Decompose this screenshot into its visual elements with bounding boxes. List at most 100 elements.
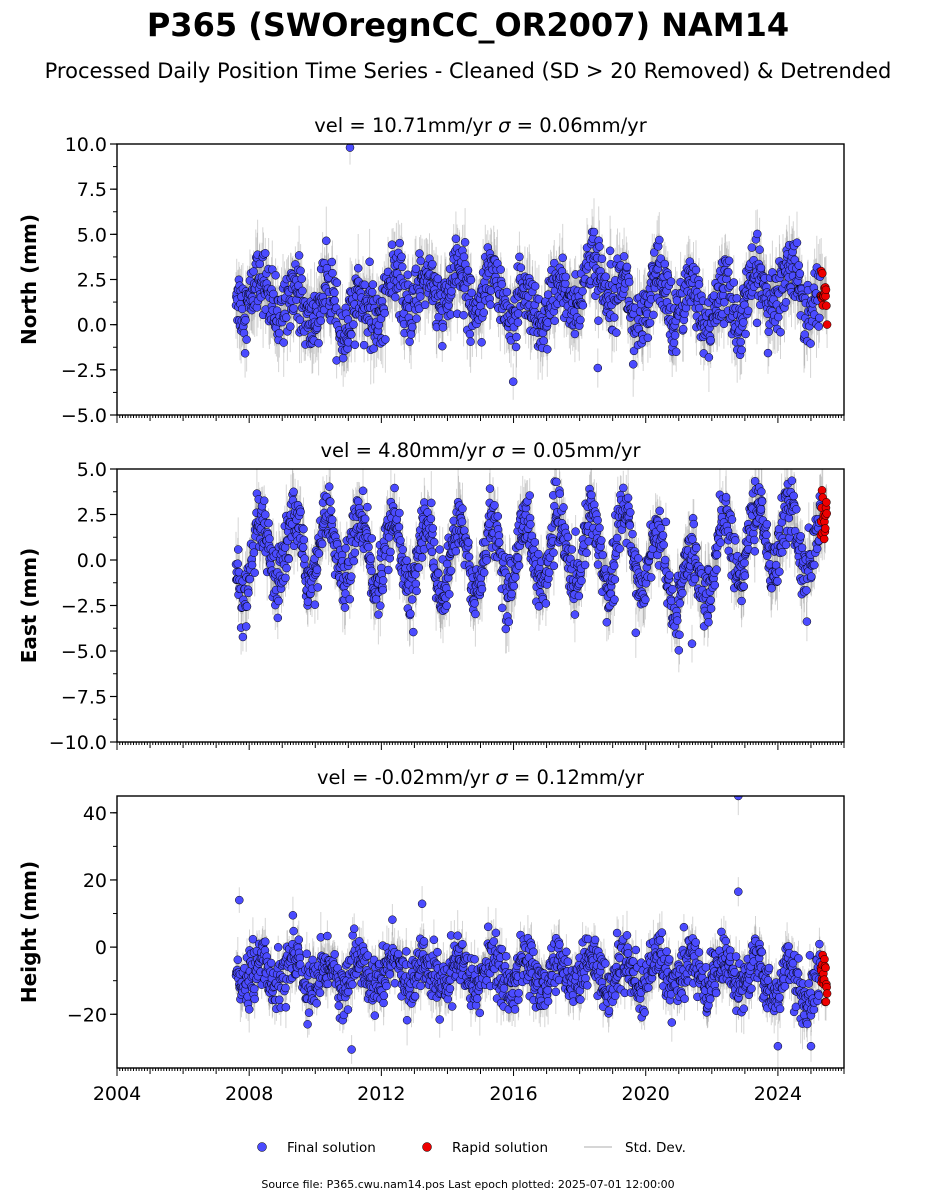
final-point [395, 238, 404, 248]
final-point [704, 353, 714, 362]
final-points [231, 469, 825, 655]
final-point [776, 327, 785, 337]
final-point [405, 337, 414, 346]
final-point [558, 253, 567, 263]
final-point [411, 264, 421, 274]
final-point [289, 487, 298, 497]
final-point [332, 278, 342, 288]
final-point [275, 328, 284, 338]
final-point [237, 304, 247, 314]
final-point [390, 483, 399, 493]
rapid-points [816, 266, 832, 329]
final-point [502, 287, 512, 297]
final-point [460, 238, 470, 247]
final-point [415, 249, 424, 258]
final-point [298, 286, 307, 296]
final-point [729, 278, 739, 287]
final-point [250, 568, 259, 577]
final-point [514, 309, 523, 318]
rapid-point [822, 320, 832, 329]
final-point [378, 576, 388, 585]
final-point [238, 632, 248, 642]
final-point [543, 290, 553, 299]
panel-east: vel = 4.80mm/yr σ = 0.05mm/yr−10.0−7.5−5… [17, 439, 845, 754]
final-point [594, 316, 603, 325]
final-point [814, 322, 823, 331]
final-point [739, 318, 748, 327]
final-point [366, 554, 375, 563]
final-point [479, 308, 489, 317]
final-point [242, 602, 252, 611]
final-point [669, 338, 679, 348]
final-point [299, 535, 309, 545]
final-point [601, 272, 610, 281]
final-point [296, 507, 305, 517]
final-point [815, 313, 824, 323]
final-point [576, 315, 585, 325]
final-point [737, 345, 746, 355]
final-point [353, 263, 363, 273]
final-point [407, 322, 417, 332]
final-point [324, 482, 334, 491]
final-points [231, 144, 825, 386]
final-point [330, 288, 339, 297]
final-point [261, 510, 270, 519]
final-point [363, 502, 372, 512]
rapid-point [822, 301, 831, 310]
final-point [695, 303, 704, 313]
series-group [231, 144, 832, 400]
final-point [416, 292, 425, 301]
final-point [297, 274, 306, 284]
final-point [645, 318, 655, 328]
final-point [622, 262, 632, 272]
final-point [666, 277, 676, 286]
final-point [386, 547, 395, 557]
final-point [792, 238, 802, 247]
final-point [736, 337, 746, 347]
final-point [412, 314, 421, 323]
panel-title: vel = 10.71mm/yr σ = 0.06mm/yr [314, 114, 647, 137]
final-point [428, 259, 437, 269]
final-point [286, 322, 295, 331]
final-point [706, 335, 715, 345]
final-point [241, 622, 251, 631]
final-point [367, 287, 377, 297]
final-point [282, 313, 291, 322]
final-point [284, 554, 294, 564]
final-point [628, 360, 638, 369]
final-point [299, 524, 308, 534]
final-point [396, 536, 405, 545]
y-tick-label: 10.0 [65, 134, 107, 156]
y-tick-label: 7.5 [77, 179, 107, 201]
final-point [438, 341, 447, 351]
final-point [264, 518, 273, 528]
rapid-point [818, 269, 827, 278]
final-point [508, 377, 518, 386]
final-point [605, 246, 615, 256]
final-point [341, 589, 350, 598]
final-point [240, 349, 250, 358]
final-point [806, 339, 815, 348]
final-point [741, 329, 750, 339]
y-tick-label: −2.5 [61, 360, 107, 382]
final-point [350, 548, 360, 557]
final-point [330, 296, 339, 305]
final-point [326, 506, 336, 515]
y-tick-label: 2.5 [77, 270, 107, 292]
final-point [327, 257, 337, 267]
final-point [345, 594, 355, 604]
final-point [274, 596, 283, 606]
final-point [247, 560, 257, 570]
final-point [340, 603, 350, 612]
series-group [231, 469, 831, 673]
final-point [467, 288, 476, 298]
y-axis-label: North (mm) [17, 214, 41, 345]
final-point [402, 556, 411, 565]
final-point [466, 275, 476, 285]
final-point [724, 267, 733, 277]
final-point [233, 545, 243, 554]
final-point [384, 565, 393, 575]
final-point [515, 252, 524, 262]
final-point [550, 316, 559, 326]
final-point [314, 549, 324, 558]
